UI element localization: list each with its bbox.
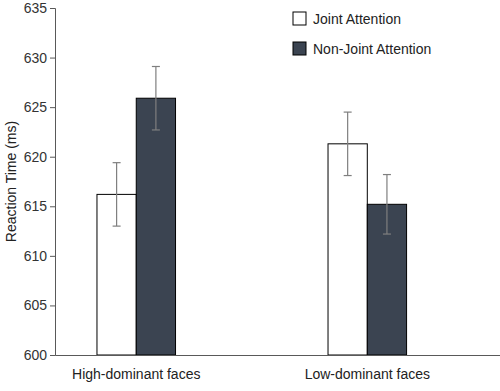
error-bar <box>383 175 391 234</box>
error-bar <box>113 163 121 226</box>
y-axis-title: Reaction Time (ms) <box>3 121 19 242</box>
x-axis: High-dominant faces Low-dominant faces <box>56 355 500 382</box>
legend: Joint Attention Non-Joint Attention <box>293 11 431 57</box>
y-tick: 630 <box>24 50 55 66</box>
plot-area <box>97 66 407 355</box>
y-tick-mark <box>50 355 55 356</box>
x-tick-label: High-dominant faces <box>72 366 200 382</box>
error-stem <box>347 112 348 175</box>
legend-swatch <box>293 12 306 25</box>
y-tick-mark <box>50 157 55 158</box>
y-tick-mark <box>50 58 55 59</box>
x-tick-label: Low-dominant faces <box>305 366 430 382</box>
error-cap <box>383 174 391 175</box>
y-axis-line <box>50 9 56 356</box>
error-stem <box>155 66 156 129</box>
error-bar <box>152 66 160 129</box>
y-tick-mark <box>50 206 55 207</box>
y-tick-mark <box>50 107 55 108</box>
y-tick-label: 625 <box>24 99 48 115</box>
error-cap <box>344 111 352 112</box>
legend-item: Non-Joint Attention <box>293 41 431 57</box>
chart: 600 605 610 615 620 625 630 635 High-dominant fa… <box>0 0 500 391</box>
y-tick-mark <box>50 8 55 9</box>
bar <box>136 98 175 355</box>
x-tick: High-dominant faces <box>72 355 200 382</box>
y-tick-label: 610 <box>24 248 48 264</box>
error-cap <box>113 226 121 227</box>
error-cap <box>344 175 352 176</box>
y-tick-mark <box>50 305 55 306</box>
x-tick: Low-dominant faces <box>305 355 430 382</box>
y-tick-label: 600 <box>24 347 48 363</box>
error-stem <box>116 163 117 226</box>
y-tick: 620 <box>24 149 55 165</box>
bar <box>328 144 367 355</box>
y-tick-label: 620 <box>24 149 48 165</box>
error-cap <box>113 162 121 163</box>
y-tick: 615 <box>24 198 55 214</box>
y-tick: 600 <box>24 347 55 363</box>
y-tick-mark <box>50 256 55 257</box>
series <box>136 66 406 355</box>
y-tick: 625 <box>24 99 55 115</box>
error-bar <box>344 112 352 175</box>
y-tick-label: 605 <box>24 297 48 313</box>
legend-item: Joint Attention <box>293 11 401 27</box>
legend-label: Joint Attention <box>313 11 401 27</box>
error-cap <box>152 66 160 67</box>
error-cap <box>383 233 391 234</box>
error-stem <box>386 175 387 234</box>
y-axis: 600 605 610 615 620 625 630 635 <box>24 0 56 363</box>
legend-label: Non-Joint Attention <box>313 41 431 57</box>
y-tick: 605 <box>24 297 55 313</box>
y-tick-label: 630 <box>24 50 48 66</box>
error-cap <box>152 129 160 130</box>
y-tick-label: 635 <box>24 0 48 16</box>
y-tick: 635 <box>24 0 55 16</box>
legend-swatch <box>293 42 306 55</box>
y-tick: 610 <box>24 248 55 264</box>
x-axis-line <box>56 355 500 356</box>
y-tick-label: 615 <box>24 198 48 214</box>
